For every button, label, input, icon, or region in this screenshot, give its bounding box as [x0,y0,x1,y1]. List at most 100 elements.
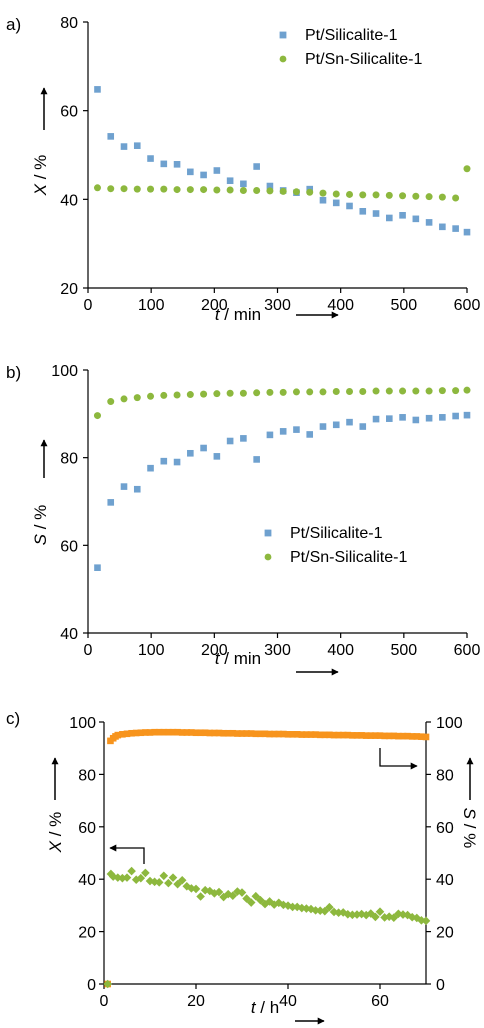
data-point-series-0 [253,456,260,463]
data-point-series-0 [344,731,352,739]
data-point-series-0 [137,729,145,737]
data-point-series-0 [412,416,420,424]
data-point-series-0 [386,214,393,222]
data-point-series-0 [240,180,247,188]
data-point-series-1 [371,912,380,922]
legend-label-0: Pt/Silicalite-1 [290,525,383,542]
data-point-series-1 [136,873,146,883]
x-tick-label: 100 [138,297,165,314]
data-point-series-0 [178,729,186,736]
x-tick-label: 200 [201,642,228,659]
data-point-series-0 [155,728,163,736]
data-point-series-1 [196,892,205,901]
data-point-series-1 [239,389,247,397]
data-point-series-1 [306,388,314,396]
data-point-series-0 [234,730,241,737]
data-point-series-0 [192,729,200,737]
data-point-series-1 [288,902,297,912]
data-point-series-1 [292,388,300,396]
data-point-series-1 [366,909,376,918]
data-point-series-0 [114,731,122,739]
data-point-series-0 [332,199,340,207]
data-point-series-1 [93,184,101,192]
data-point-series-1 [223,889,233,899]
data-point-series-1 [253,186,261,194]
data-point-series-1 [452,387,460,395]
data-point-series-0 [247,730,255,737]
data-point-series-0 [275,730,283,738]
data-point-series-0 [372,732,379,739]
data-point-series-0 [160,728,168,736]
data-point-series-0 [289,731,296,738]
data-point-series-0 [293,426,300,433]
y-tick-label: 20 [60,281,78,298]
y-tick-label: 80 [60,451,78,468]
data-point-series-0 [211,729,218,737]
data-point-series-1 [251,891,261,901]
data-point-series-1 [361,910,371,920]
legend-marker-0 [264,529,272,537]
data-point-series-1 [200,390,208,398]
data-point-series-1 [399,192,407,200]
data-point-series-0 [463,411,471,419]
data-point-series-0 [173,458,181,466]
data-point-series-1 [214,887,224,897]
data-point-series-0 [425,219,433,226]
data-point-series-0 [312,731,319,738]
y-tick-label: 60 [60,104,78,121]
x-tick-label: 500 [390,642,417,659]
data-point-series-1 [463,386,471,394]
data-point-series-0 [390,732,398,740]
data-point-series-0 [386,415,393,422]
data-point-series-1 [346,387,354,395]
data-point-series-1 [226,389,234,397]
data-point-series-0 [346,202,353,210]
data-point-series-0 [183,729,191,736]
data-point-series-1 [242,894,251,903]
y-tick-label: 80 [60,15,78,32]
data-point-series-0 [142,729,149,736]
data-point-series-1 [417,916,426,925]
data-point-series-1 [269,900,279,909]
data-point-series-1 [438,387,446,395]
data-point-series-1 [389,913,399,923]
data-point-series-1 [266,388,274,396]
data-point-series-1 [210,889,219,898]
data-point-series-0 [367,732,375,739]
data-point-series-1 [266,187,274,195]
data-point-series-0 [362,732,370,739]
data-point-series-0 [220,729,227,737]
x-axis-label: t / min [215,305,261,324]
data-point-series-0 [253,163,260,170]
data-point-series-1 [279,900,288,910]
data-point-series-1 [306,904,316,914]
data-point-series-1 [385,387,393,395]
data-point-series-0 [418,733,425,740]
data-point-series-0 [279,428,287,435]
data-point-series-0 [452,412,459,420]
y2-tick-label: 60 [436,820,454,837]
data-point-series-0 [94,86,101,93]
data-point-series-1 [200,186,208,194]
data-point-series-0 [353,732,361,739]
data-point-series-0 [395,732,402,740]
data-point-series-1 [346,190,354,198]
data-point-series-0 [266,730,273,738]
data-point-series-0 [200,444,207,452]
panel-label: b) [6,363,21,382]
data-point-series-0 [326,731,333,739]
data-point-series-0 [213,167,221,174]
data-point-series-1 [160,391,168,399]
data-point-series-1 [425,193,433,201]
data-point-series-1 [375,907,385,916]
data-point-series-1 [141,868,150,878]
data-point-series-0 [284,731,292,738]
data-point-series-1 [187,884,196,893]
data-point-series-1 [372,191,380,199]
data-point-series-1 [120,185,128,193]
data-point-series-1 [173,391,181,399]
data-point-series-1 [246,898,256,907]
data-point-series-0 [226,177,234,185]
data-point-series-1 [256,895,265,905]
data-point-series-1 [311,906,320,915]
